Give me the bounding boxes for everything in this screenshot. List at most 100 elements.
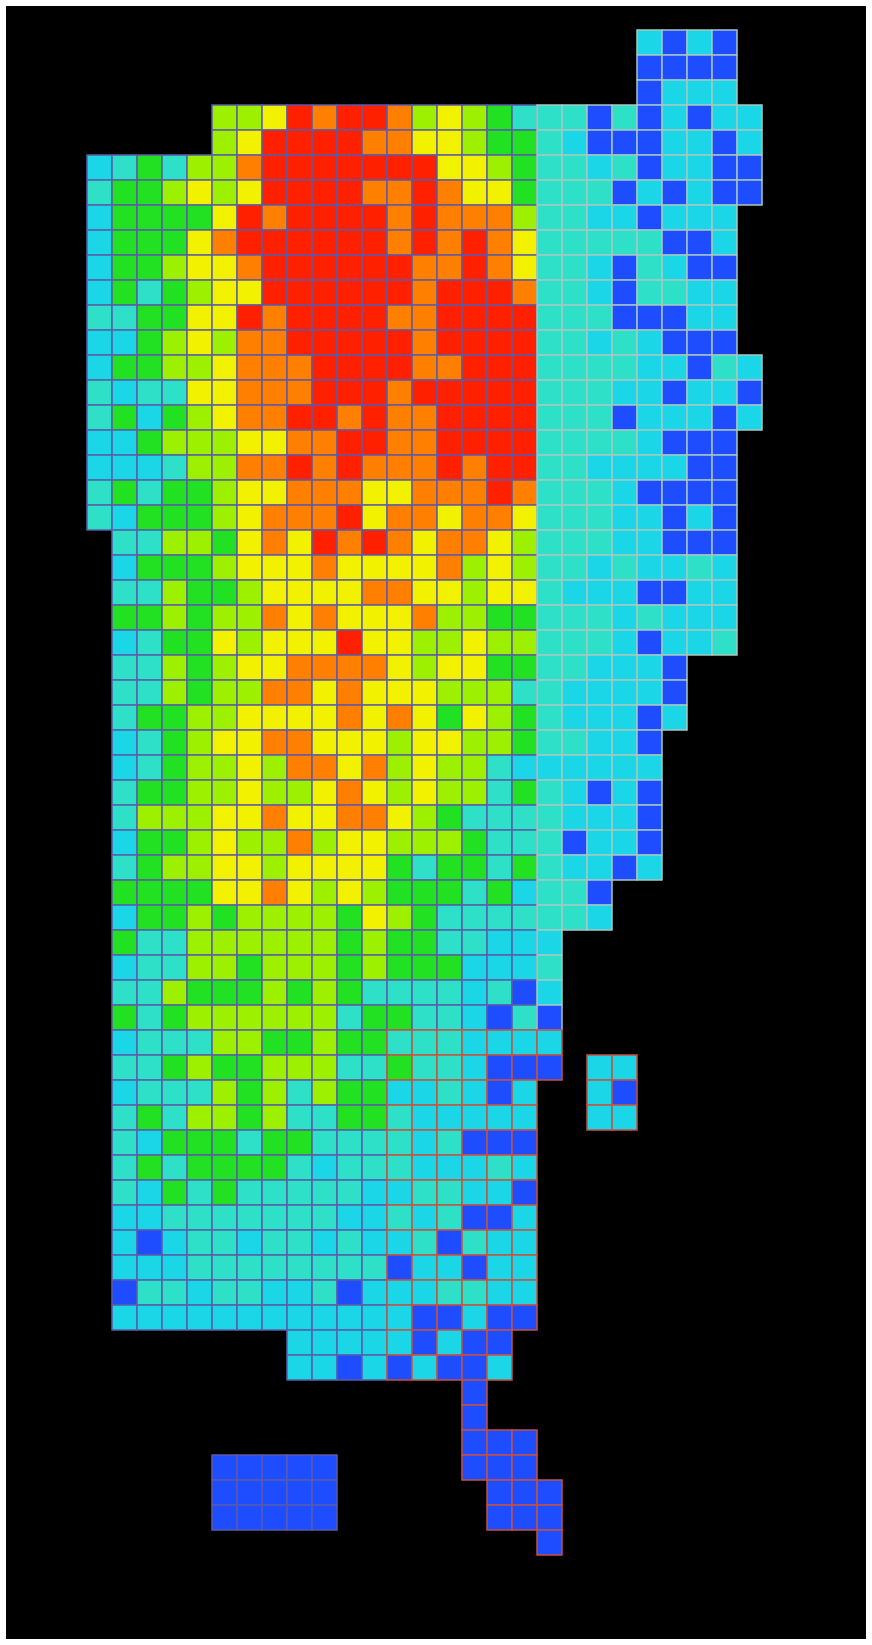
- tile: [637, 630, 662, 655]
- tile: [362, 380, 387, 405]
- tile: [262, 230, 287, 255]
- tile: [312, 930, 337, 955]
- tile: [512, 705, 537, 730]
- tile: [162, 805, 187, 830]
- tile: [262, 280, 287, 305]
- tile: [562, 330, 587, 355]
- tile: [587, 855, 612, 880]
- tile: [512, 1130, 537, 1155]
- tile: [412, 480, 437, 505]
- tile: [612, 530, 637, 555]
- tile: [437, 105, 462, 130]
- tile: [312, 855, 337, 880]
- tile: [512, 780, 537, 805]
- tile: [437, 455, 462, 480]
- tile: [462, 1380, 487, 1405]
- tile: [187, 855, 212, 880]
- tile: [337, 1255, 362, 1280]
- tile: [537, 855, 562, 880]
- tile: [462, 1455, 487, 1480]
- tile: [262, 130, 287, 155]
- tile: [437, 430, 462, 455]
- tile: [537, 505, 562, 530]
- tile: [462, 480, 487, 505]
- tile: [487, 530, 512, 555]
- tile: [312, 605, 337, 630]
- tile: [187, 905, 212, 930]
- tile: [212, 1480, 237, 1505]
- tile: [362, 405, 387, 430]
- tile: [337, 1080, 362, 1105]
- tile: [462, 380, 487, 405]
- tile: [712, 505, 737, 530]
- tile: [312, 130, 337, 155]
- tile: [212, 405, 237, 430]
- tile: [687, 255, 712, 280]
- tile: [512, 730, 537, 755]
- tile: [487, 580, 512, 605]
- tile: [637, 580, 662, 605]
- tile: [262, 1480, 287, 1505]
- tile: [712, 455, 737, 480]
- tile: [187, 605, 212, 630]
- tile: [187, 405, 212, 430]
- tile: [462, 530, 487, 555]
- tile: [687, 330, 712, 355]
- tile: [287, 755, 312, 780]
- tile: [237, 330, 262, 355]
- tile: [612, 730, 637, 755]
- tile: [487, 505, 512, 530]
- tile: [437, 505, 462, 530]
- tile: [537, 705, 562, 730]
- tile: [412, 930, 437, 955]
- tile: [112, 930, 137, 955]
- tile: [212, 805, 237, 830]
- tile: [112, 1205, 137, 1230]
- tile: [112, 880, 137, 905]
- tile: [287, 455, 312, 480]
- tile: [612, 1080, 637, 1105]
- tile: [637, 155, 662, 180]
- tile: [287, 705, 312, 730]
- tile: [562, 780, 587, 805]
- tile: [562, 255, 587, 280]
- tile: [137, 455, 162, 480]
- tile: [462, 1355, 487, 1380]
- tile: [312, 205, 337, 230]
- tile: [287, 1130, 312, 1155]
- tile: [712, 480, 737, 505]
- tile: [287, 580, 312, 605]
- tile: [512, 1255, 537, 1280]
- tile: [187, 930, 212, 955]
- tile: [412, 655, 437, 680]
- tile: [537, 1030, 562, 1055]
- tile: [312, 905, 337, 930]
- tile: [362, 680, 387, 705]
- tile: [662, 255, 687, 280]
- tile: [462, 680, 487, 705]
- tile: [562, 430, 587, 455]
- tile: [712, 30, 737, 55]
- tile: [337, 1180, 362, 1205]
- tile: [412, 255, 437, 280]
- tile: [212, 1280, 237, 1305]
- tile: [512, 605, 537, 630]
- tile: [312, 1280, 337, 1305]
- tile: [537, 605, 562, 630]
- tile: [262, 155, 287, 180]
- tile: [337, 780, 362, 805]
- tile: [162, 1130, 187, 1155]
- tile: [487, 605, 512, 630]
- tile: [287, 830, 312, 855]
- tile: [262, 1030, 287, 1055]
- tile: [687, 580, 712, 605]
- tile: [212, 830, 237, 855]
- tile: [512, 1180, 537, 1205]
- tile: [612, 180, 637, 205]
- tile: [337, 830, 362, 855]
- tile: [137, 405, 162, 430]
- tile: [212, 1205, 237, 1230]
- tile: [587, 380, 612, 405]
- tile: [687, 130, 712, 155]
- tile: [537, 380, 562, 405]
